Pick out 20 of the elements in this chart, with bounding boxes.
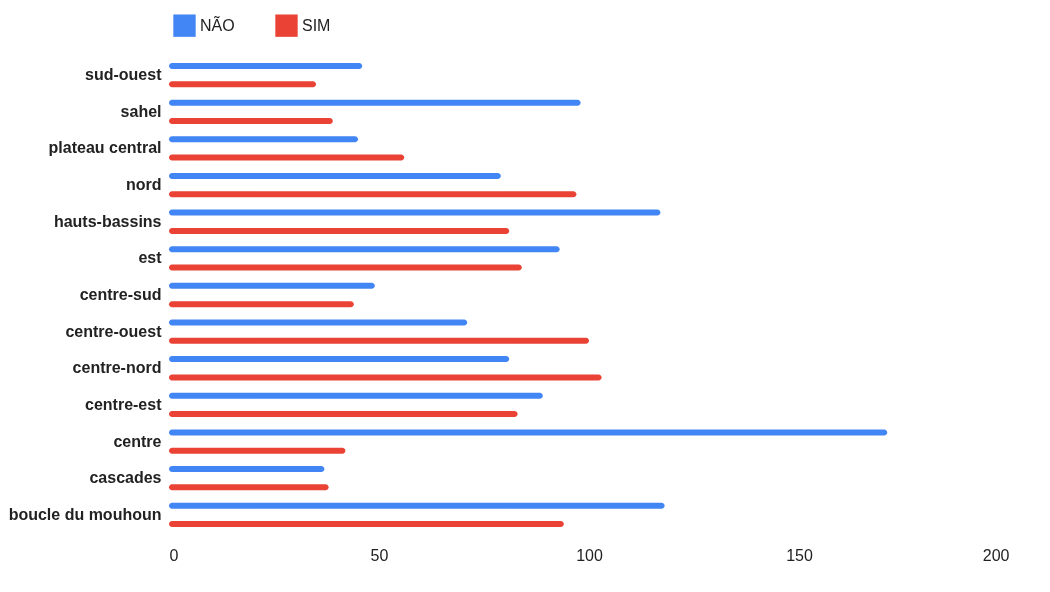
y-tick-label: nord [125, 176, 162, 194]
legend-label: NÃO [200, 14, 235, 34]
y-tick-label: centre-ouest [65, 322, 163, 340]
x-tick-label: 200 [982, 546, 1010, 564]
x-tick-label: 50 [370, 546, 389, 564]
y-tick-label: sud-ouest [85, 66, 163, 84]
x-tick-label: 150 [786, 546, 813, 564]
y-tick-label: hauts-bassins [53, 212, 162, 230]
y-tick-label: centre-est [85, 395, 163, 413]
y-tick-label: sahel [120, 102, 162, 120]
x-tick-label: 100 [576, 546, 603, 564]
y-tick-label: boucle du mouhoun [8, 505, 162, 523]
y-tick-label: cascades [89, 469, 162, 487]
y-tick-label: centre [113, 432, 162, 450]
y-tick-label: centre-sud [79, 286, 162, 303]
legend-label: SIM [302, 16, 331, 34]
x-tick-label: 0 [169, 546, 179, 564]
y-tick-label: centre-nord [72, 359, 162, 377]
y-tick-label: plateau central [48, 139, 162, 157]
y-tick-label: est [138, 249, 163, 267]
